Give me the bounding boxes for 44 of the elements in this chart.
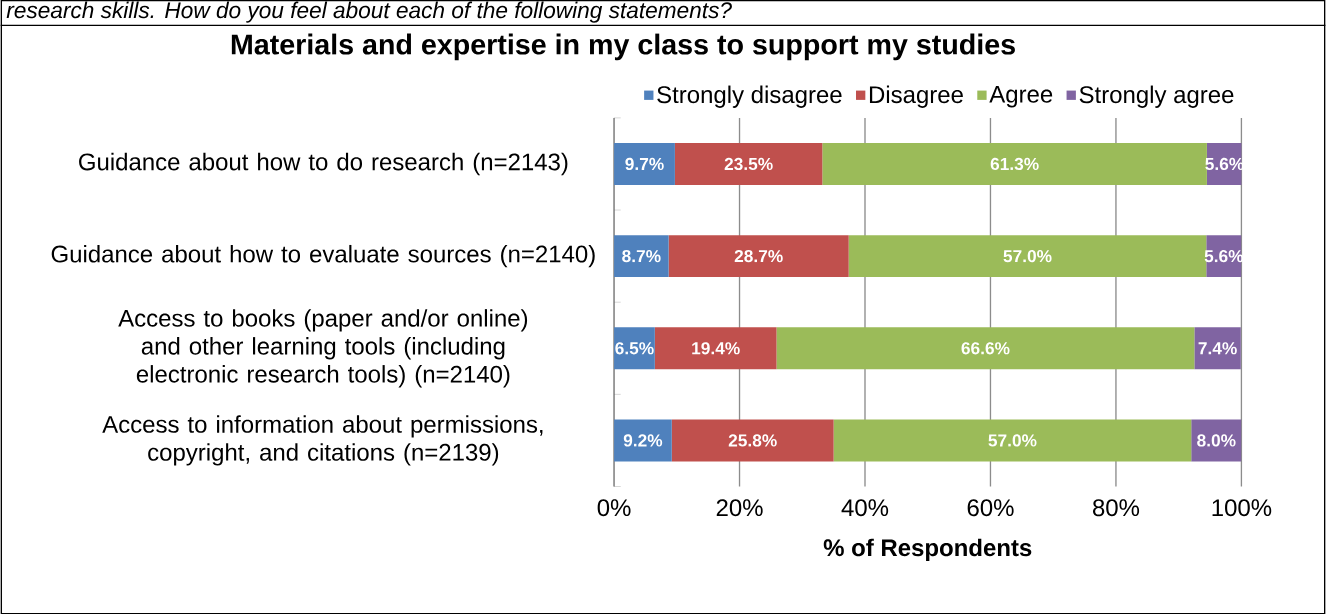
data-label: 8.0%: [1197, 434, 1236, 447]
data-label: 9.2%: [623, 434, 663, 447]
legend-label: Disagree: [869, 85, 963, 108]
x-axis-title: % of Respondents: [823, 538, 1032, 561]
bar: [614, 419, 672, 462]
bar: [614, 142, 675, 185]
data-label: 19.4%: [692, 341, 740, 355]
bar: [668, 234, 849, 277]
data-label: 28.7%: [734, 249, 783, 263]
legend-label: Agree: [989, 85, 1053, 108]
bar: [833, 419, 1192, 462]
y-tick-label: Access to books (paper and/or online) and other learning tools (including electronic research tools) (n=2140): [118, 308, 528, 388]
bar: [1194, 327, 1241, 370]
x-tick-label: 20%: [716, 499, 763, 516]
x-tick-label: 60%: [967, 499, 1014, 516]
data-label: 8.7%: [622, 249, 661, 263]
bar: [674, 142, 823, 185]
legend-label: Strongly disagree: [657, 85, 842, 108]
bar: [1191, 419, 1242, 462]
bar: [848, 234, 1207, 277]
legend-label: Strongly agree: [1079, 85, 1234, 108]
bar: [614, 234, 669, 277]
y-tick-label: Access to information about permissions, copyright, and citations (n=2139): [102, 415, 543, 466]
text: research skills. How do you feel about each of the following statements?: [6, 1, 732, 23]
data-label: 66.6%: [961, 341, 1010, 355]
x-tick-label: 40%: [841, 499, 889, 516]
y-tick-label: Guidance about how to evaluate sources (n=2140): [51, 244, 595, 268]
chart-title: Materials and expertise in my class to support my studies: [231, 33, 1015, 61]
data-label: 7.4%: [1198, 341, 1237, 355]
data-label: 23.5%: [724, 157, 773, 170]
data-label: 6.5%: [615, 341, 654, 355]
data-label: 9.7%: [625, 157, 664, 170]
y-tick-label: Guidance about how to do research (n=2143): [79, 152, 568, 175]
bar: [654, 327, 777, 370]
data-label: 25.8%: [728, 434, 777, 447]
x-tick-label: 80%: [1092, 499, 1140, 516]
data-label: 57.0%: [1003, 249, 1052, 263]
bar: [776, 327, 1195, 370]
bar: [822, 142, 1207, 185]
bar: [671, 419, 834, 462]
x-tick-label: 100%: [1212, 499, 1272, 516]
data-label: 61.3%: [990, 157, 1039, 170]
data-label: 57.0%: [988, 434, 1037, 447]
x-tick-label: 0%: [597, 499, 631, 516]
